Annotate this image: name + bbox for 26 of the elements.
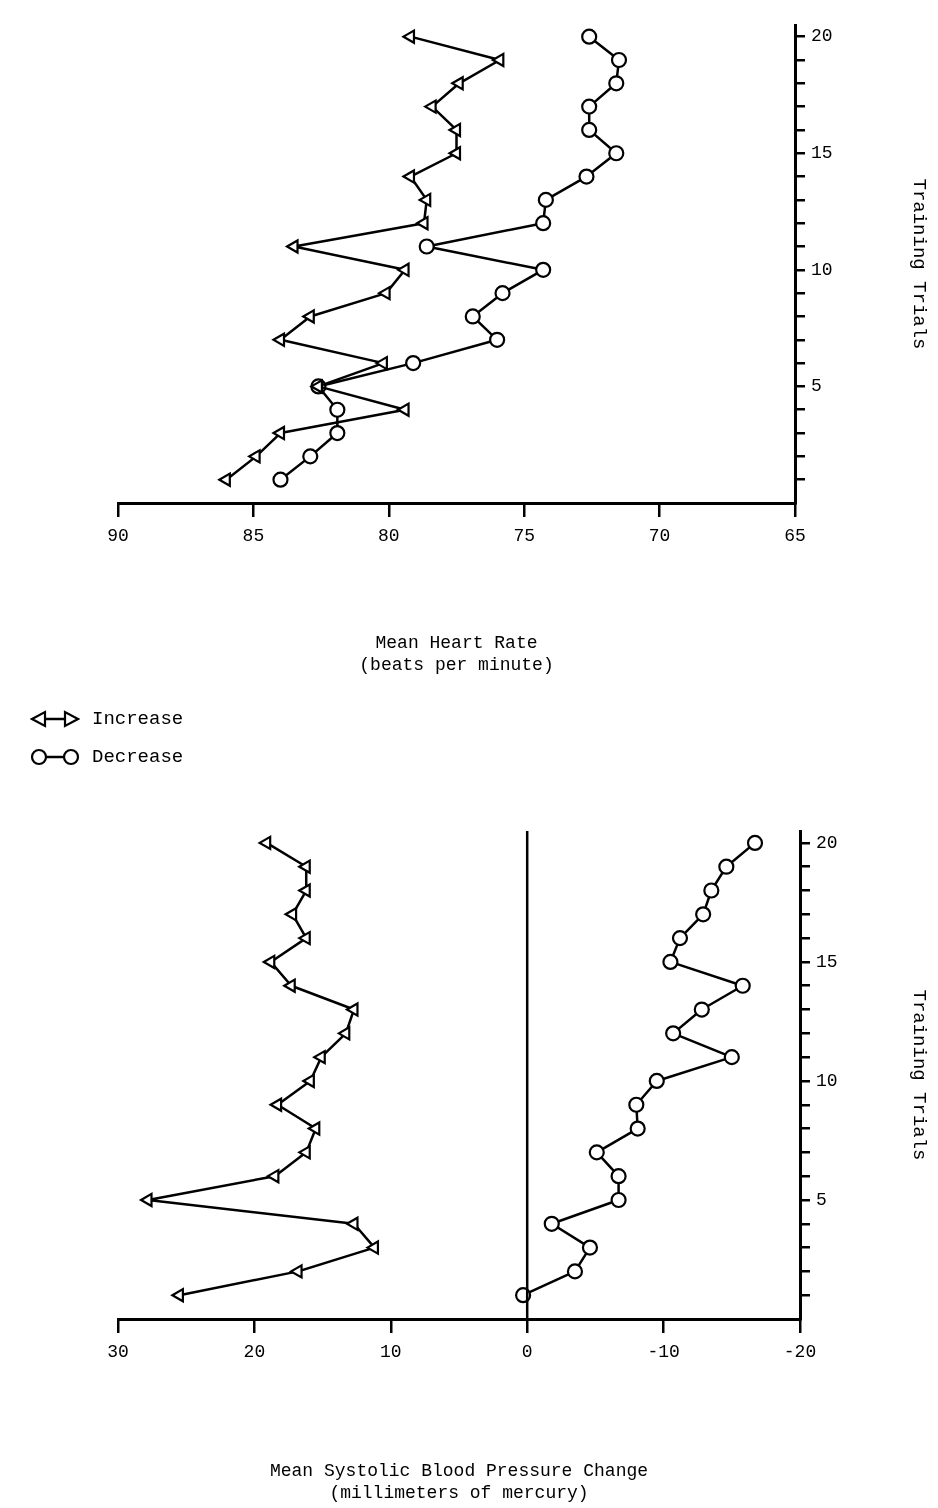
x-tick-label: 80 [378, 525, 400, 546]
x-axis-title: Mean Systolic Blood Pressure Change (millimeters of mercury) [269, 1461, 649, 1503]
x-tick-label: 20 [243, 1341, 266, 1362]
y-tick-label: 10 [816, 1070, 838, 1091]
y-tick-label: 15 [816, 951, 838, 972]
x-tick-label: 75 [513, 525, 535, 546]
x-tick-label: 90 [107, 525, 129, 546]
x-tick-label: 30 [107, 1341, 129, 1362]
y-tick-label: 20 [816, 832, 838, 853]
x-tick-label: 70 [648, 525, 671, 546]
x-tick-label: -10 [647, 1341, 680, 1362]
y-axis-title: Training Trials [907, 989, 930, 1161]
x-tick-label: 65 [784, 525, 806, 546]
y-tick-label: 5 [816, 1189, 827, 1210]
y-tick-label: 10 [811, 259, 833, 280]
x-tick-label: 85 [242, 525, 265, 546]
y-axis-title: Training Trials [907, 178, 930, 350]
legend-label: Increase [92, 708, 184, 730]
x-tick-label: 0 [521, 1341, 533, 1362]
x-tick-label: 10 [380, 1341, 402, 1362]
y-tick-label: 20 [811, 26, 833, 47]
x-axis-title: Mean Heart Rate (beats per minute) [359, 633, 554, 675]
x-tick-label: -20 [783, 1341, 817, 1362]
y-tick-label: 5 [811, 376, 822, 397]
y-tick-label: 15 [811, 143, 833, 164]
legend-label: Decrease [92, 746, 184, 768]
